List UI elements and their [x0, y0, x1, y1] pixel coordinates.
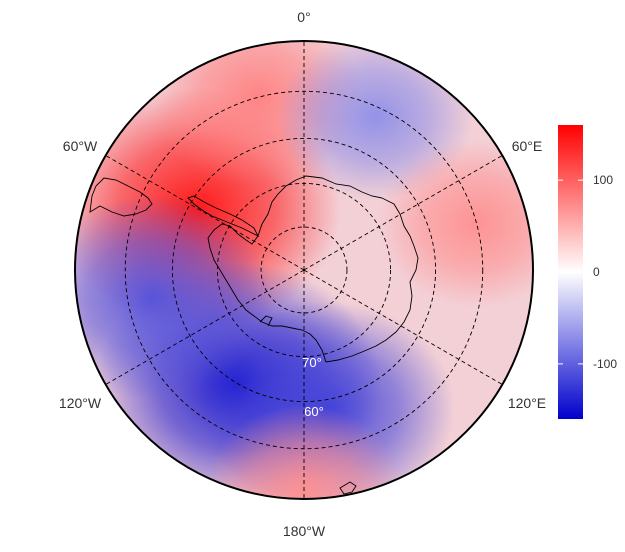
lat-label-70: 70°	[302, 355, 322, 370]
antarctica-coastline	[207, 175, 419, 363]
anomaly-field	[75, 41, 533, 499]
lon-label-60e: 60°E	[512, 138, 543, 154]
antarctic-peninsula	[187, 195, 260, 238]
colorbar-tick-label: -100	[593, 357, 617, 371]
meridian-60	[303, 155, 503, 271]
lon-label-120w: 120°W	[59, 395, 102, 411]
map-border	[74, 40, 534, 500]
colorbar-tick-label: 100	[593, 173, 613, 187]
positive-anomaly-indian-ocean	[378, 140, 533, 308]
lon-label-0: 0°	[297, 9, 310, 25]
ross-ice-shelf-edge	[259, 315, 273, 327]
lon-label-60w: 60°W	[63, 138, 98, 154]
colorbar: 100 0 -100	[558, 125, 617, 419]
lat-circle-80	[260, 226, 348, 314]
lon-label-180w: 180°W	[283, 523, 326, 539]
meridian-300	[105, 155, 305, 271]
coastlines	[89, 175, 419, 495]
colorbar-tick-label: 0	[593, 265, 600, 279]
meridian-120	[303, 269, 503, 385]
new-zealand-fragment	[339, 481, 357, 495]
south-america-tip	[89, 177, 153, 217]
colorbar-ticks: 100 0 -100	[558, 173, 617, 371]
lat-label-60: 60°	[304, 404, 324, 419]
graticule	[105, 41, 503, 499]
negative-anomaly-bellingshausen	[75, 194, 273, 400]
lat-circle-60	[171, 137, 437, 403]
lon-label-120e: 120°E	[508, 395, 546, 411]
meridian-240	[105, 269, 305, 385]
